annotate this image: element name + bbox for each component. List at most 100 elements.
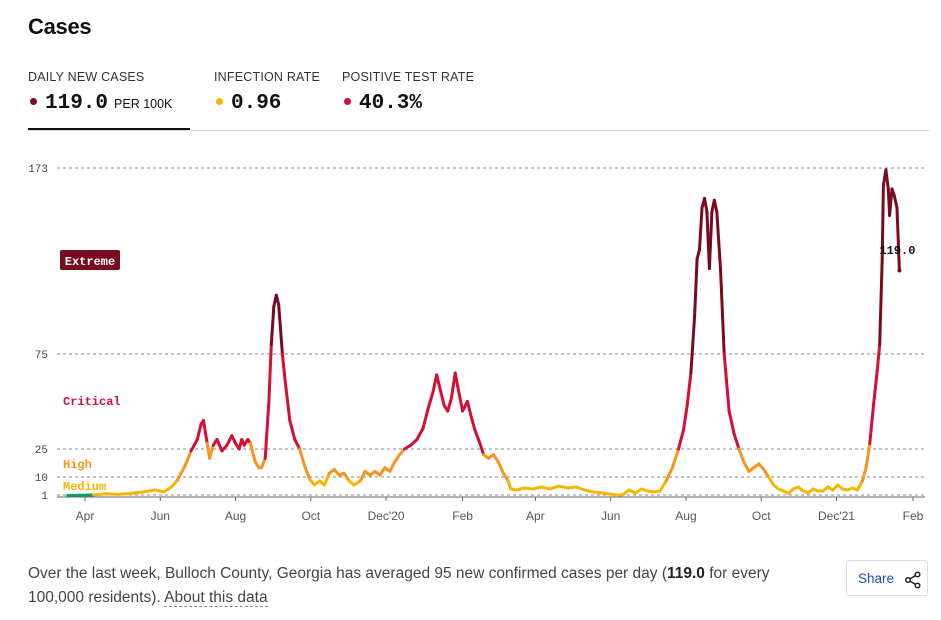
grid-lines — [57, 167, 925, 496]
series-segment — [875, 343, 882, 373]
series-segment — [496, 460, 505, 475]
y-tick-label: 10 — [35, 473, 48, 485]
series-segment — [195, 422, 203, 441]
series-segment — [277, 303, 284, 356]
series-segment — [293, 438, 302, 451]
series-dot-icon — [216, 98, 223, 106]
series-segment — [426, 390, 435, 411]
series-segment — [469, 415, 477, 432]
series-segment — [574, 485, 587, 492]
x-tick-label: Aug — [675, 509, 696, 523]
series-segment — [501, 471, 510, 483]
series-segment — [715, 210, 722, 271]
last-value-text: 119.0 — [879, 244, 915, 258]
tab-label: DAILY NEW CASES — [28, 70, 145, 84]
share-icon — [904, 571, 921, 589]
zone-label-extreme: Extreme — [65, 255, 115, 269]
y-tick-label: 173 — [28, 164, 48, 176]
x-tick-label: Jun — [151, 509, 170, 523]
series-segment — [742, 460, 751, 473]
series-segment — [456, 384, 465, 413]
series-segment — [202, 419, 209, 445]
y-tick-label: 25 — [35, 445, 48, 457]
series-segment — [92, 492, 108, 497]
series-segment — [880, 183, 885, 261]
series-dot-icon — [30, 98, 37, 106]
series-segment — [260, 456, 267, 470]
tab-value: 119.0 — [45, 92, 109, 115]
series-segment — [453, 371, 460, 388]
series-segment — [682, 403, 689, 432]
series-segment — [267, 343, 273, 403]
series-line — [66, 168, 901, 497]
series-segment — [722, 352, 731, 413]
caption-text: Over the last week, Bulloch County, Geor… — [28, 565, 667, 582]
series-segment — [893, 195, 899, 210]
x-tick-label: Oct — [301, 509, 320, 523]
series-segment — [860, 466, 868, 483]
tab-daily-new-cases[interactable]: DAILY NEW CASES 119.0 PER 100K — [28, 68, 190, 130]
x-axis: Apr Jun Aug Oct Dec'20 Feb Apr Jun Aug Oct Dec'21 F… — [57, 496, 925, 523]
series-segment — [421, 407, 430, 430]
series-segment — [658, 479, 668, 493]
series-segment — [274, 293, 281, 307]
series-segment — [283, 377, 292, 422]
series-segment — [478, 441, 486, 457]
caption-text-after: for every 100,000 residents). — [28, 565, 770, 606]
series-segment — [446, 396, 453, 413]
series-segment — [248, 441, 257, 464]
series-segment — [664, 466, 674, 483]
x-tick-label: Jun — [601, 509, 620, 523]
series-segment — [698, 206, 704, 252]
series-segment — [388, 460, 397, 473]
x-tick-label: Apr — [526, 509, 545, 523]
series-segment — [670, 447, 680, 470]
last-point — [897, 268, 902, 273]
share-label: Share — [858, 571, 895, 586]
share-button[interactable]: Share — [846, 560, 928, 596]
last-value-label: 119.0 — [879, 244, 915, 273]
series-segment — [878, 257, 884, 346]
series-segment — [473, 428, 482, 445]
zone-label-high: High — [63, 458, 92, 472]
series-segment — [884, 168, 890, 191]
series-segment — [732, 432, 741, 451]
series-segment — [288, 419, 297, 441]
about-data-link[interactable]: About this data — [164, 589, 268, 607]
series-segment — [438, 388, 446, 407]
series-segment — [693, 257, 699, 318]
tab-value: 0.96 — [231, 92, 282, 115]
series-segment — [685, 371, 693, 407]
series-segment — [183, 449, 193, 468]
series-segment — [263, 400, 271, 460]
series-segment — [303, 464, 312, 481]
tab-infection-rate[interactable]: INFECTION RATE 0.96 — [214, 68, 334, 130]
tab-positive-test-rate[interactable]: POSITIVE TEST RATE 40.3% — [342, 68, 492, 130]
zone-badge-extreme — [60, 250, 120, 270]
x-tick-label: Feb — [452, 509, 473, 523]
series-segment — [727, 409, 736, 436]
page-title: Cases — [28, 14, 92, 39]
series-segment — [393, 453, 402, 464]
chart-caption: Over the last week, Bulloch County, Geor… — [28, 562, 818, 610]
cases-chart: 173 75 25 10 1 Extreme Critical High Medium Apr… — [28, 164, 925, 523]
series-segment — [737, 447, 746, 464]
series-segment — [491, 453, 500, 464]
series-segment — [767, 475, 776, 487]
series-segment — [358, 469, 367, 483]
series-segment — [415, 426, 425, 441]
series-segment — [677, 428, 685, 451]
caption-highlight: 119.0 — [667, 565, 705, 582]
series-segment — [895, 206, 901, 272]
series-segment — [104, 492, 120, 496]
series-segment — [215, 438, 224, 453]
tab-unit: PER 100K — [114, 97, 173, 111]
series-segment — [116, 491, 133, 496]
series-dot-icon — [344, 98, 351, 106]
series-segment — [322, 471, 331, 487]
series-segment — [298, 447, 307, 468]
series-segment — [169, 478, 179, 489]
tab-label: INFECTION RATE — [214, 70, 321, 84]
series-segment — [689, 314, 697, 375]
series-segment — [695, 248, 701, 261]
